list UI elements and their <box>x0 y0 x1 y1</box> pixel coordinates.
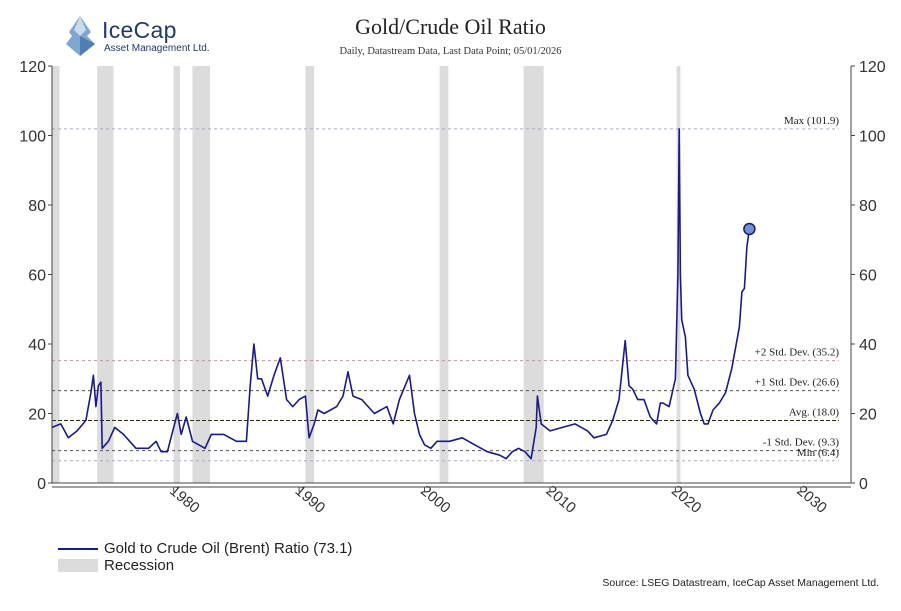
y-tick-label-left: 20 <box>28 407 46 424</box>
legend-series-label: Gold to Crude Oil (Brent) Ratio (73.1) <box>104 540 353 557</box>
y-tick-label-right: 40 <box>859 337 877 354</box>
chart-subtitle: Daily, Datastream Data, Last Data Point;… <box>339 46 562 57</box>
recession-band <box>52 66 60 483</box>
logo-name: IceCap <box>102 17 177 43</box>
y-tick-label-right: 0 <box>859 476 868 493</box>
legend-recession-swatch <box>58 559 98 572</box>
last-point-marker <box>743 222 756 236</box>
iceberg-logo-icon <box>66 16 95 56</box>
y-tick-label-right: 120 <box>859 59 886 76</box>
y-tick-label-right: 60 <box>859 268 877 285</box>
y-tick-label-right: 80 <box>859 198 877 215</box>
y-tick-label-right: 100 <box>859 129 886 146</box>
reference-label: +2 Std. Dev. (35.2) <box>755 347 840 359</box>
recession-band <box>192 66 211 483</box>
y-tick-label-left: 60 <box>28 268 46 285</box>
chart-title: Gold/Crude Oil Ratio <box>355 14 546 39</box>
logo-subtitle: Asset Management Ltd. <box>104 43 210 54</box>
recession-band <box>305 66 315 483</box>
y-tick-label-left: 0 <box>37 476 46 493</box>
y-tick-label-left: 80 <box>28 198 46 215</box>
legend-recession-label: Recession <box>104 557 175 574</box>
recession-band <box>523 66 544 483</box>
recession-band <box>439 66 449 483</box>
y-tick-label-left: 40 <box>28 337 46 354</box>
legend: Gold to Crude Oil (Brent) Ratio (73.1) R… <box>58 540 352 574</box>
recession-band <box>173 66 180 483</box>
y-tick-label-right: 20 <box>859 407 877 424</box>
reference-label: Avg. (18.0) <box>789 406 840 418</box>
legend-series-swatch <box>58 547 98 550</box>
source-note: Source: LSEG Datastream, IceCap Asset Ma… <box>602 577 879 589</box>
series-line <box>51 128 751 460</box>
icecap-logo: IceCap Asset Management Ltd. <box>60 14 230 60</box>
y-tick-label-left: 120 <box>19 59 46 76</box>
reference-label: +1 Std. Dev. (26.6) <box>755 377 840 389</box>
legend-item-series: Gold to Crude Oil (Brent) Ratio (73.1) <box>58 540 352 557</box>
legend-item-recession: Recession <box>58 557 352 574</box>
reference-label: -1 Std. Dev. (9.3) <box>763 437 840 449</box>
recession-band <box>97 66 114 483</box>
reference-label: Max (101.9) <box>784 115 839 127</box>
reference-label: Min (6.4) <box>797 447 840 459</box>
y-tick-label-left: 100 <box>19 129 46 146</box>
